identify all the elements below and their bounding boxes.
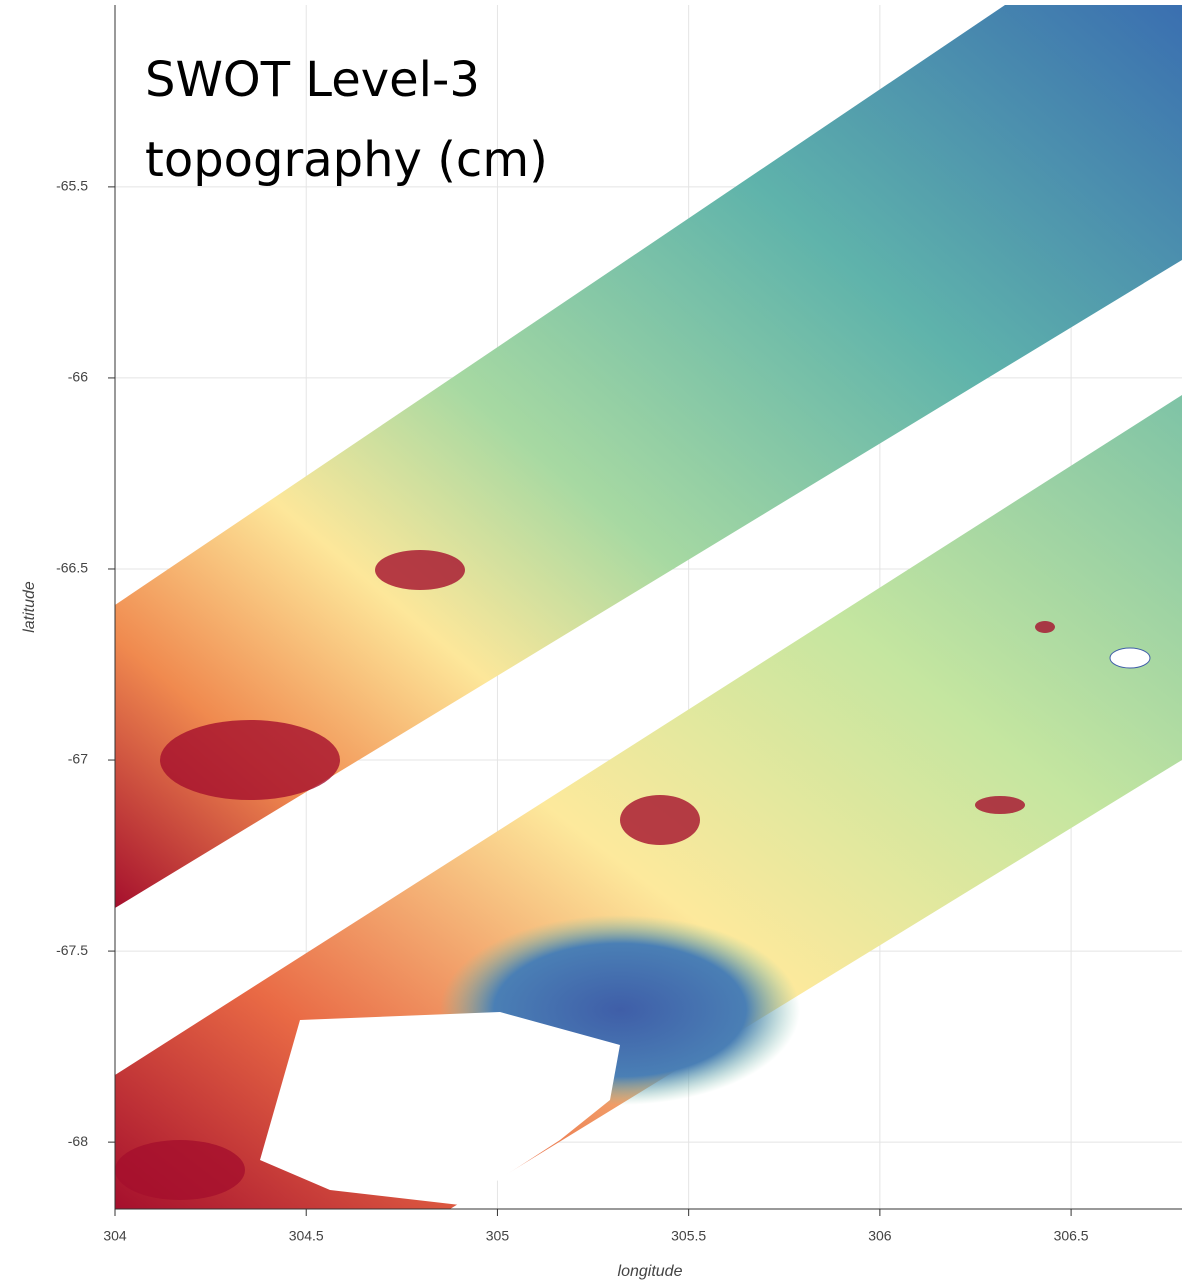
y-tick-label: -67 [68, 751, 88, 767]
x-axis-label: longitude [618, 1263, 683, 1280]
y-tick-label: -66 [68, 369, 88, 385]
y-axis-label: latitude [21, 581, 38, 633]
y-tick-label: -66.5 [56, 560, 88, 576]
chart-title: SWOT Level-3 topography (cm) [145, 40, 585, 200]
white-region [260, 1012, 620, 1205]
x-tick-label: 306 [868, 1228, 892, 1244]
y-tick-label: -67.5 [56, 942, 88, 958]
x-tick-label: 304.5 [289, 1228, 324, 1244]
x-tick-label: 305.5 [671, 1228, 706, 1244]
y-tick-label: -65.5 [56, 178, 88, 194]
page: longitude latitude 304 304.5 305 305.5 306 30… [0, 0, 1182, 1285]
y-tick-label: -68 [68, 1133, 88, 1149]
x-tick-label: 306.5 [1054, 1228, 1089, 1244]
x-tick-label: 304 [103, 1228, 127, 1244]
x-tick-label: 305 [486, 1228, 510, 1244]
white-spot [1110, 648, 1150, 668]
